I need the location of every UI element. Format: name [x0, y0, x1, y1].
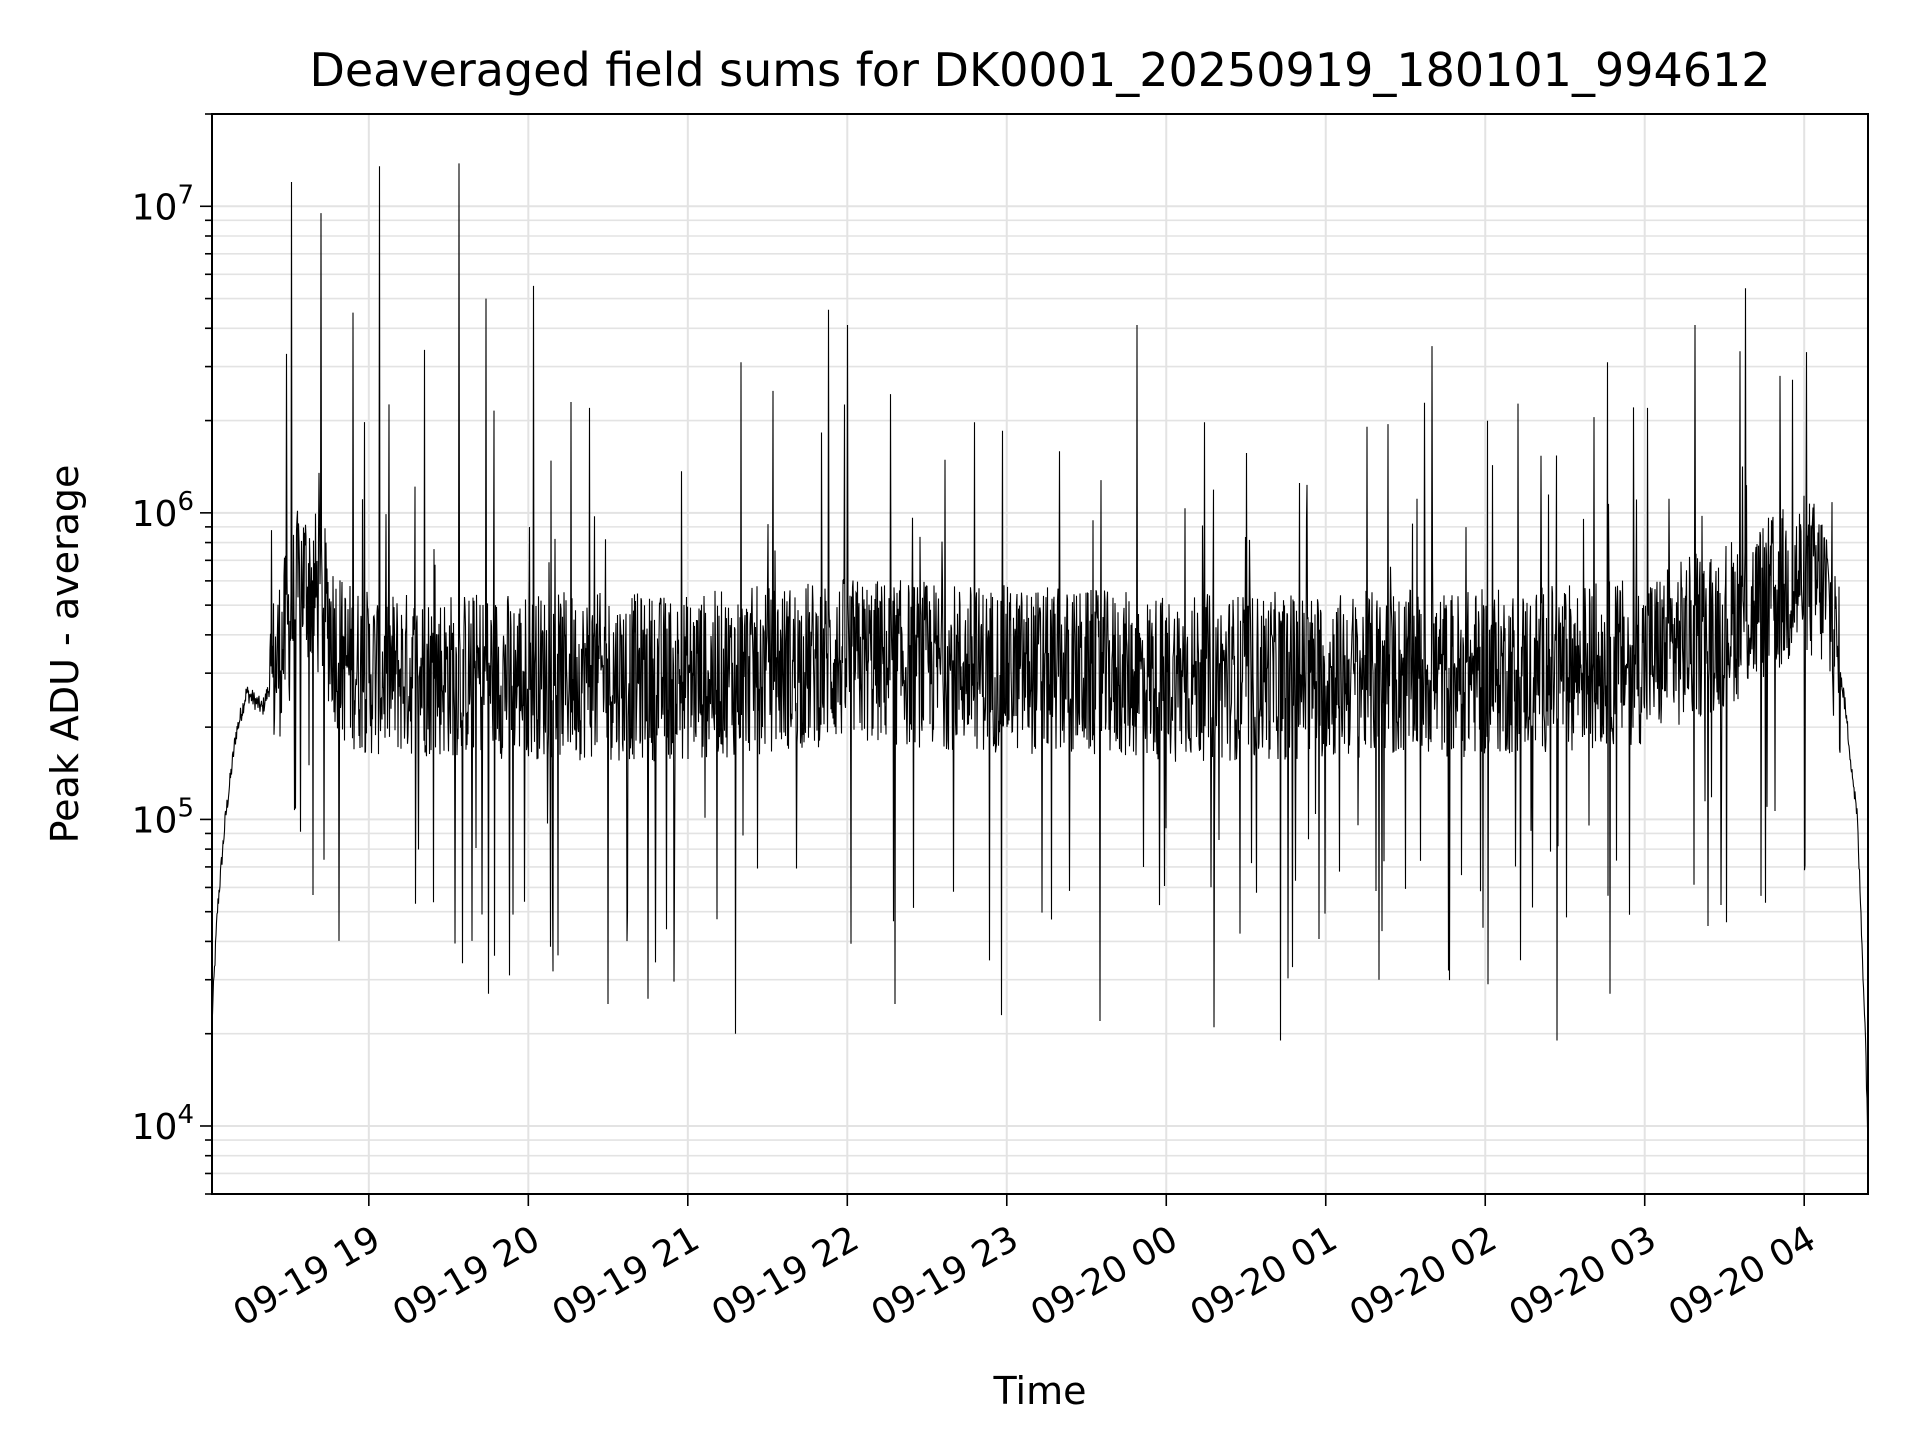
- y-tick-label: 104: [132, 1100, 194, 1148]
- y-tick-base: 10: [132, 800, 178, 841]
- y-tick-base: 10: [132, 1107, 178, 1148]
- y-tick-exponent: 4: [177, 1100, 194, 1130]
- series-line: [211, 163, 1869, 1143]
- y-tick-exponent: 7: [177, 180, 194, 210]
- y-tick-base: 10: [132, 187, 178, 228]
- y-tick-exponent: 6: [177, 487, 194, 517]
- chart-title: Deaveraged field sums for DK0001_2025091…: [309, 43, 1770, 97]
- y-tick-label: 106: [132, 487, 194, 535]
- y-tick-base: 10: [132, 494, 178, 535]
- data-series: [211, 163, 1869, 1143]
- y-tick-label: 105: [132, 793, 194, 841]
- y-tick-exponent: 5: [177, 793, 194, 823]
- y-tick-label: 107: [132, 180, 194, 228]
- plot-frame: [211, 113, 1869, 1195]
- x-axis-label: Time: [993, 1369, 1087, 1413]
- y-axis-label: Peak ADU - average: [43, 465, 87, 844]
